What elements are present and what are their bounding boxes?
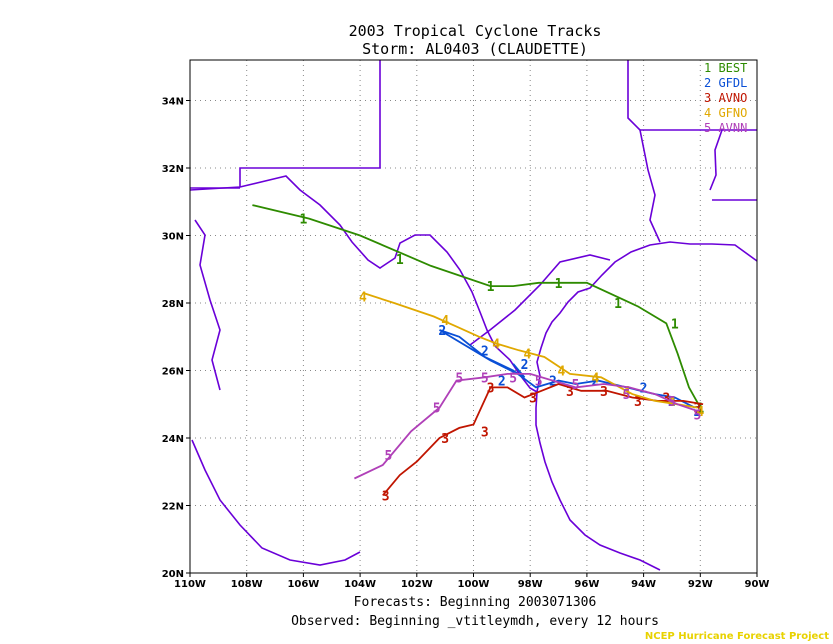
x-tick-label: 92W <box>688 579 713 590</box>
track-marker-best: 1 <box>614 297 622 312</box>
track-marker-avnn: 5 <box>668 395 676 410</box>
track-line-avnn <box>354 372 698 480</box>
track-marker-best: 1 <box>396 253 404 268</box>
track-marker-avno: 3 <box>634 395 642 410</box>
louisiana-coast <box>639 129 661 243</box>
state-boundary <box>627 60 641 131</box>
track-marker-avnn: 5 <box>481 371 489 386</box>
track-line-best <box>252 204 702 409</box>
mississippi-river <box>709 129 723 191</box>
track-marker-gfdl: 2 <box>481 344 489 359</box>
track-marker-best: 1 <box>299 213 307 228</box>
track-marker-gfdl: 2 <box>549 375 557 390</box>
track-marker-avno: 3 <box>481 425 489 440</box>
track-marker-avnn: 5 <box>455 371 463 386</box>
track-marker-gfno: 4 <box>492 338 500 353</box>
texas-outline <box>469 254 611 346</box>
track-marker-avno: 3 <box>382 489 390 504</box>
track-marker-avnn: 5 <box>694 408 702 423</box>
track-marker-gfno: 4 <box>441 314 449 329</box>
legend-entry-best: 1 BEST <box>704 61 747 75</box>
y-tick-label: 20N <box>162 569 184 580</box>
x-tick-label: 102W <box>401 579 433 590</box>
credit-text: NCEP Hurricane Forecast Project <box>644 631 829 642</box>
x-tick-label: 110W <box>174 579 206 590</box>
x-tick-label: 108W <box>231 579 263 590</box>
y-tick-label: 24N <box>162 434 184 445</box>
track-marker-gfdl: 2 <box>521 358 529 373</box>
storm-subtitle: Storm: AL0403 (CLAUDETTE) <box>362 40 588 58</box>
x-tick-label: 106W <box>287 579 319 590</box>
y-tick-label: 26N <box>162 367 184 378</box>
coastline-borders <box>189 60 758 571</box>
y-tick-label: 32N <box>162 164 184 175</box>
chart-title: 2003 Tropical Cyclone Tracks <box>348 22 602 40</box>
baja-fragment <box>194 219 221 391</box>
y-tick-label: 30N <box>162 232 184 243</box>
x-tick-label: 104W <box>344 579 376 590</box>
track-marker-avno: 3 <box>600 385 608 400</box>
forecast-start-label: Forecasts: Beginning 2003071306 <box>353 595 597 610</box>
x-tick-label: 100W <box>458 579 490 590</box>
forecast-tracks: 1111111222222222333333333344444444455555… <box>252 204 704 504</box>
track-marker-gfno: 4 <box>359 290 367 305</box>
y-tick-label: 34N <box>162 97 184 108</box>
legend-entry-gfdl: 2 GFDL <box>704 76 747 90</box>
track-line-avno <box>382 383 704 496</box>
track-marker-best: 1 <box>487 280 495 295</box>
x-tick-label: 90W <box>745 579 770 590</box>
track-marker-gfno: 4 <box>623 385 631 400</box>
y-tick-label: 22N <box>162 502 184 513</box>
legend-entry-gfno: 4 GFNO <box>704 106 747 120</box>
track-marker-gfno: 4 <box>591 371 599 386</box>
track-marker-gfdl: 2 <box>591 375 599 390</box>
track-marker-gfno: 4 <box>557 365 565 380</box>
track-marker-avno: 3 <box>487 381 495 396</box>
track-marker-best: 1 <box>696 402 704 417</box>
axis-ticks: 110W 108W 106W 104W 102W 100W 98W 96W 94W 92W 90W 2… <box>162 97 770 591</box>
track-marker-gfno: 4 <box>696 405 704 420</box>
track-marker-avno: 3 <box>694 402 702 417</box>
track-marker-avnn: 5 <box>385 449 393 464</box>
x-tick-label: 94W <box>631 579 656 590</box>
y-tick-label: 28N <box>162 299 184 310</box>
mexico-pacific-coast <box>191 439 361 566</box>
track-marker-gfdl: 2 <box>438 324 446 339</box>
track-marker-avnn: 5 <box>509 371 517 386</box>
track-marker-avno: 3 <box>566 385 574 400</box>
legend-entry-avno: 3 AVNO <box>704 91 747 105</box>
track-marker-gfdl: 2 <box>640 381 648 396</box>
track-marker-gfno: 4 <box>523 348 531 363</box>
track-marker-avno: 3 <box>441 432 449 447</box>
track-marker-avno: 3 <box>529 392 537 407</box>
rio-grande-border <box>189 175 538 393</box>
x-tick-label: 96W <box>574 579 599 590</box>
track-marker-best: 1 <box>555 277 563 292</box>
track-marker-avnn: 5 <box>623 388 631 403</box>
track-marker-best: 1 <box>671 317 679 332</box>
legend-entry-avnn: 5 AVNN <box>704 121 747 135</box>
x-tick-label: 98W <box>518 579 543 590</box>
track-marker-gfdl: 2 <box>498 375 506 390</box>
track-marker-avnn: 5 <box>433 402 441 417</box>
track-marker-gfdl: 2 <box>694 405 702 420</box>
track-marker-avnn: 5 <box>572 378 580 393</box>
state-boundary <box>239 60 381 187</box>
track-line-gfno <box>362 292 698 409</box>
gulf-coastline <box>535 241 758 571</box>
observed-label: Observed: Beginning _vtitleymdh, every 1… <box>291 614 659 629</box>
track-marker-avnn: 5 <box>535 375 543 390</box>
